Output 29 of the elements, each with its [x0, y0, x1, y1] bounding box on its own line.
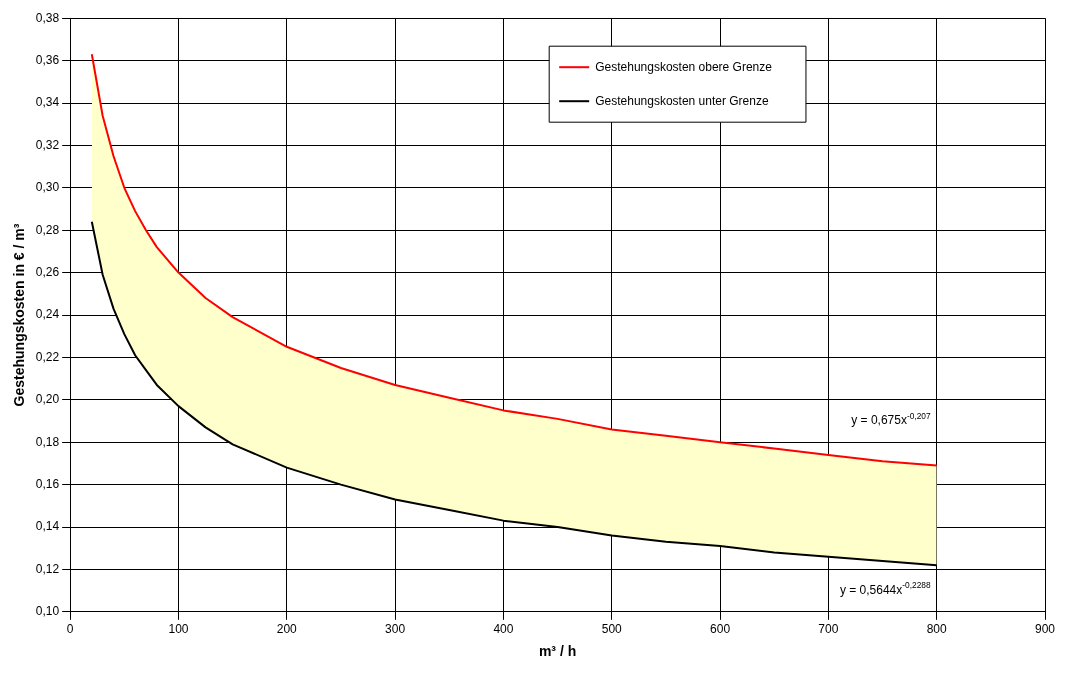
y-axis-title: Gestehungskosten in € / m³	[11, 223, 28, 407]
x-tick-label: 0	[66, 622, 74, 637]
x-tick-label: 900	[1034, 622, 1056, 637]
x-tick-label: 300	[385, 622, 406, 637]
y-tick-label: 0,28	[35, 222, 60, 237]
y-tick-label: 0,34	[35, 95, 60, 110]
y-tick-label: 0,22	[35, 349, 60, 364]
y-tick-label: 0,12	[35, 561, 60, 576]
y-tick-label: 0,38	[35, 10, 60, 25]
x-tick-label: 700	[818, 622, 839, 637]
x-tick-label: 600	[710, 622, 731, 637]
legend-label: Gestehungskosten obere Grenze	[595, 59, 773, 74]
x-tick-label: 800	[926, 622, 948, 637]
y-tick-label: 0,26	[35, 264, 60, 279]
x-tick-label: 100	[168, 622, 189, 637]
y-tick-label: 0,32	[35, 137, 60, 152]
x-axis-title: m³ / h	[538, 643, 577, 660]
y-tick-label: 0,30	[35, 180, 60, 195]
y-tick-label: 0,18	[35, 434, 60, 449]
y-tick-label: 0,24	[35, 307, 60, 322]
y-tick-label: 0,10	[35, 604, 60, 619]
y-tick-label: 0,36	[35, 52, 60, 67]
x-tick-label: 400	[493, 622, 514, 637]
y-tick-label: 0,20	[35, 392, 60, 407]
legend-label: Gestehungskosten unter Grenze	[595, 93, 769, 108]
y-tick-label: 0,14	[35, 519, 60, 534]
x-tick-label: 500	[601, 622, 623, 637]
y-tick-label: 0,16	[35, 476, 60, 491]
x-tick-label: 200	[276, 622, 298, 637]
